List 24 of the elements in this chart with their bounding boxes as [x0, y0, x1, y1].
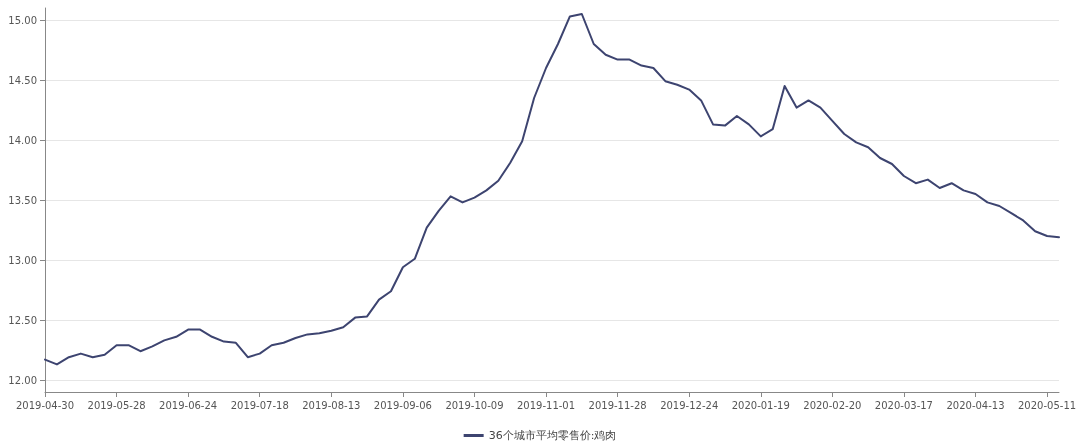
y-tick-label: 14.50 [8, 74, 37, 86]
x-tick-label: 2019-11-28 [588, 399, 647, 411]
x-tick-label: 2019-12-24 [660, 399, 719, 411]
x-tick-label: 2020-03-17 [874, 399, 933, 411]
x-tick-label: 2019-08-13 [302, 399, 361, 411]
x-tick-label: 2019-11-01 [516, 399, 576, 411]
x-tick-label: 2019-09-06 [373, 399, 432, 411]
line-series [44, 13, 1060, 366]
y-tick-label: 13.00 [8, 254, 37, 266]
x-tick-label: 2020-01-19 [731, 399, 790, 411]
x-tick-label: 2020-05-11 [1018, 399, 1077, 411]
x-tick-label: 2019-07-18 [230, 399, 289, 411]
x-tick-label: 2019-06-24 [159, 399, 218, 411]
x-tick-label: 2019-04-30 [15, 399, 75, 411]
y-tick-label: 13.50 [8, 194, 37, 206]
y-tick-label: 14.00 [8, 134, 37, 146]
x-tick-label: 2020-04-13 [946, 399, 1005, 411]
y-tick-label: 15.00 [8, 14, 37, 26]
x-tick-label: 2019-10-09 [445, 399, 504, 411]
y-tick-label: 12.50 [8, 314, 37, 326]
legend-label: 36个城市平均零售价:鸡肉 [488, 429, 617, 442]
x-tick-label: 2019-05-28 [87, 399, 146, 411]
y-tick-label: 12.00 [8, 374, 37, 386]
x-tick-label: 2020-02-20 [803, 399, 862, 411]
